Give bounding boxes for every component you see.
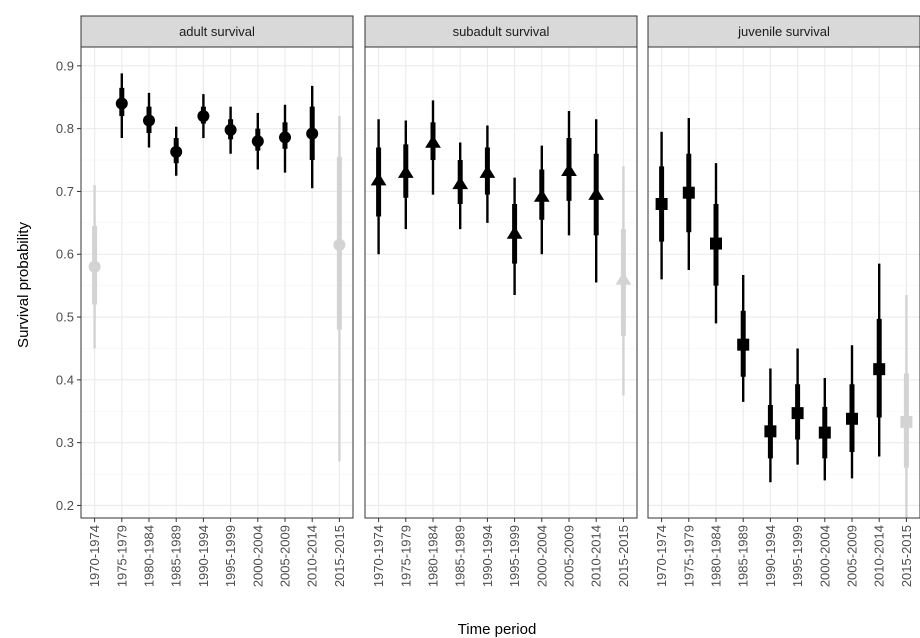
x-tick-label: 2010-2014 bbox=[305, 525, 320, 587]
y-tick-label: 0.7 bbox=[56, 184, 74, 199]
point-estimate bbox=[710, 237, 722, 250]
y-tick-label: 0.8 bbox=[56, 121, 74, 136]
x-tick-label: 1975-1979 bbox=[114, 525, 129, 587]
panel-border bbox=[364, 46, 638, 519]
x-tick-label: 2010-2014 bbox=[872, 525, 887, 587]
point-estimate bbox=[452, 176, 469, 190]
x-tick-label: 1985-1989 bbox=[169, 525, 184, 587]
panel-background bbox=[365, 47, 637, 518]
x-tick-label: 2015-2015 bbox=[332, 525, 347, 587]
y-axis-title: Survival probability bbox=[15, 222, 32, 348]
point-estimate bbox=[737, 338, 750, 351]
point-estimate bbox=[682, 186, 695, 199]
x-axis-title: Time period bbox=[458, 621, 537, 638]
x-tick-label: 2005-2009 bbox=[845, 525, 860, 587]
facet-title: adult survival bbox=[179, 24, 255, 39]
panel-border bbox=[80, 46, 354, 519]
y-tick-label: 0.9 bbox=[56, 58, 74, 73]
point-estimate bbox=[533, 188, 550, 202]
point-estimate bbox=[88, 260, 101, 273]
x-tick-label: 1990-1994 bbox=[480, 525, 495, 587]
facet-panels: 0.2 0.3 0.4 0.5 0.6 0.7 0.8 0.9 adult survival 19… bbox=[56, 15, 920, 587]
y-tick-label: 0.5 bbox=[56, 310, 74, 325]
point-estimate bbox=[791, 407, 804, 420]
facet-title: juvenile survival bbox=[737, 24, 830, 39]
y-tick-label: 0.6 bbox=[56, 247, 74, 262]
point-estimate bbox=[479, 165, 496, 178]
x-tick-label: 1970-1974 bbox=[87, 525, 102, 587]
point-estimate bbox=[873, 363, 886, 376]
x-tick-label: 1975-1979 bbox=[681, 525, 696, 587]
y-tick-label: 0.2 bbox=[56, 498, 74, 513]
x-tick-label: 2010-2014 bbox=[589, 525, 604, 587]
point-estimate bbox=[655, 198, 668, 210]
y-tick-label: 0.4 bbox=[56, 372, 74, 387]
x-tick-label: 2000-2004 bbox=[817, 525, 832, 587]
point-estimate bbox=[197, 110, 210, 123]
point-estimate bbox=[506, 226, 523, 239]
point-estimate bbox=[588, 187, 605, 200]
point-estimate bbox=[115, 97, 128, 110]
y-tick-label: 0.3 bbox=[56, 435, 74, 450]
x-tick-label: 1995-1999 bbox=[790, 525, 805, 587]
facet-strip bbox=[647, 15, 920, 48]
point-estimate bbox=[170, 145, 183, 158]
x-tick-label: 1980-1984 bbox=[709, 525, 724, 587]
point-estimate bbox=[561, 163, 577, 176]
x-tick-label: 1970-1974 bbox=[371, 525, 386, 587]
x-tick-label: 2000-2004 bbox=[250, 525, 265, 587]
point-estimate bbox=[279, 131, 291, 144]
x-tick-label: 2015-2015 bbox=[899, 525, 914, 587]
point-estimate bbox=[818, 426, 831, 439]
facet-strip bbox=[80, 15, 354, 48]
x-tick-label: 1985-1989 bbox=[736, 525, 751, 587]
facet-title: subadult survival bbox=[453, 24, 550, 39]
x-tick-label: 2015-2015 bbox=[616, 525, 631, 587]
point-estimate bbox=[333, 238, 346, 251]
x-tick-label: 1975-1979 bbox=[398, 525, 413, 587]
facet-strip bbox=[364, 15, 638, 48]
point-estimate bbox=[251, 135, 264, 148]
x-tick-label: 2000-2004 bbox=[534, 525, 549, 587]
x-tick-label: 1980-1984 bbox=[142, 525, 157, 587]
panel-background bbox=[648, 47, 920, 518]
point-estimate bbox=[370, 172, 387, 186]
point-estimate bbox=[900, 415, 913, 428]
point-estimate bbox=[846, 412, 858, 425]
x-tick-label: 1990-1994 bbox=[763, 525, 778, 587]
x-tick-label: 1995-1999 bbox=[507, 525, 522, 587]
x-tick-label: 1970-1974 bbox=[654, 525, 669, 587]
x-tick-label: 1995-1999 bbox=[223, 525, 238, 587]
point-estimate bbox=[306, 127, 319, 140]
x-tick-label: 1990-1994 bbox=[196, 525, 211, 587]
point-estimate bbox=[143, 114, 155, 127]
x-tick-label: 2005-2009 bbox=[278, 525, 293, 587]
x-tick-label: 2005-2009 bbox=[562, 525, 577, 587]
panel-background bbox=[81, 47, 353, 518]
x-tick-label: 1985-1989 bbox=[453, 525, 468, 587]
point-estimate bbox=[425, 134, 441, 148]
point-estimate bbox=[615, 271, 632, 285]
point-estimate bbox=[764, 425, 777, 438]
panel-border bbox=[647, 46, 920, 519]
point-estimate bbox=[397, 165, 414, 178]
point-estimate bbox=[224, 123, 237, 136]
x-tick-label: 1980-1984 bbox=[426, 525, 441, 587]
